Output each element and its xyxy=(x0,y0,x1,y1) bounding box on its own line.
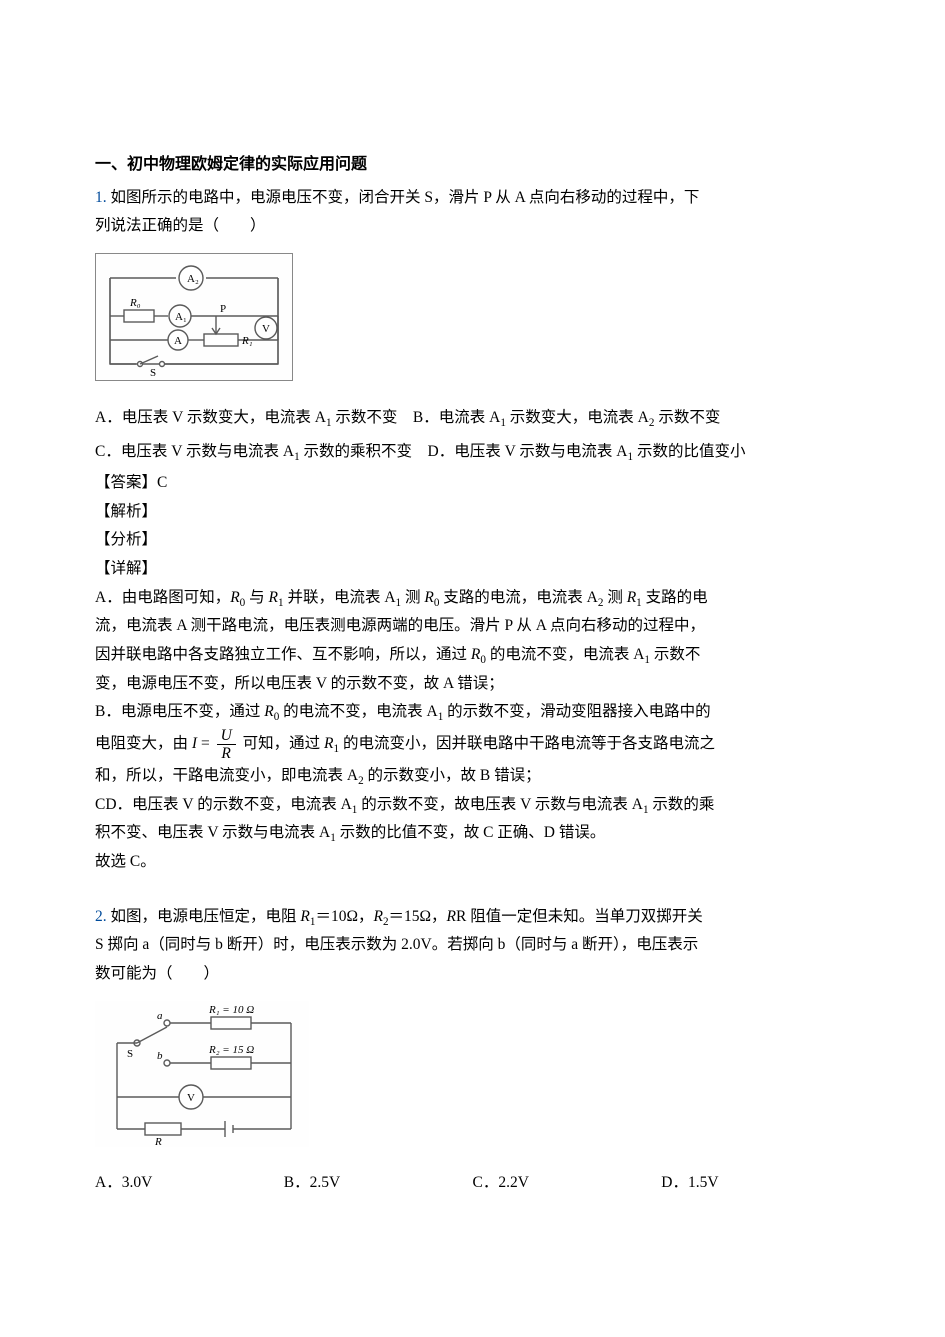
q1-analysis: 【解析】 xyxy=(95,498,850,527)
q1-detail-label: 【详解】 xyxy=(95,555,850,584)
q1-detail-CD-l1: CD．电压表 V 的示数不变，电流表 A1 的示数不变，故电压表 V 示数与电流… xyxy=(95,791,850,820)
label-R0: R₀ xyxy=(129,297,141,309)
label-P: P xyxy=(220,303,226,315)
q1-analysis2: 【分析】 xyxy=(95,526,850,555)
q2-option-A: A．3.0V xyxy=(95,1169,284,1198)
q2-options: A．3.0V B．2.5V C．2.2V D．1.5V xyxy=(95,1169,850,1198)
q2-number: 2. xyxy=(95,908,107,925)
label-b: b xyxy=(157,1050,163,1062)
label-R1: R₁ xyxy=(241,335,253,347)
q1-figure: A₂ R₀ A₁ P A R₁ V S xyxy=(95,253,850,392)
label-S2: S xyxy=(127,1048,133,1060)
q1-options: A．电压表 V 示数变大，电流表 A1 示数不变 B．电流表 A1 示数变大，电… xyxy=(95,404,850,433)
q1-detail-A-l1: A．由电路图可知，R0 与 R1 并联，电流表 A1 测 R0 支路的电流，电流… xyxy=(95,584,850,613)
label-S: S xyxy=(150,367,156,379)
q1-circuit-svg: A₂ R₀ A₁ P A R₁ V S xyxy=(96,254,292,380)
q1-stem-a: 如图所示的电路中，电源电压不变，闭合开关 S，滑片 P 从 A 点向右移动的过程… xyxy=(111,189,700,206)
q2-option-C: C．2.2V xyxy=(473,1169,662,1198)
label-A: A xyxy=(174,335,182,347)
spacer xyxy=(95,877,850,903)
label-A1: A₁ xyxy=(175,311,187,323)
q1-answer: 【答案】C xyxy=(95,469,850,498)
label-R1eq: R₁ = 10 Ω xyxy=(208,1004,254,1016)
q1-option-B: B．电流表 A1 示数变大，电流表 A2 示数不变 xyxy=(413,409,720,426)
q1-final: 故选 C。 xyxy=(95,848,850,877)
q2-stem-line2: S 掷向 a（同时与 b 断开）时，电压表示数为 2.0V。若掷向 b（同时与 … xyxy=(95,931,850,960)
q1-detail-A-l3: 因并联电路中各支路独立工作、互不影响，所以，通过 R0 的电流不变，电流表 A1… xyxy=(95,641,850,670)
label-R2eq: R₂ = 15 Ω xyxy=(208,1044,254,1056)
q1-options-row2: C．电压表 V 示数与电流表 A1 示数的乘积不变 D．电压表 V 示数与电流表… xyxy=(95,438,850,467)
q1-option-A: A．电压表 V 示数变大，电流表 A1 示数不变 xyxy=(95,409,401,426)
q1-detail-A-l2: 流，电流表 A 测干路电流，电压表测电源两端的电压。滑片 P 从 A 点向右移动… xyxy=(95,612,850,641)
q2-circuit-svg: a b S R₁ = 10 Ω R₂ = 15 Ω V R xyxy=(95,1001,309,1147)
q1-stem-line2: 列说法正确的是（ ） xyxy=(95,212,850,241)
label-V: V xyxy=(262,323,270,335)
q1-detail-B-l1: B．电源电压不变，通过 R0 的电流不变，电流表 A1 的示数不变，滑动变阻器接… xyxy=(95,698,850,727)
q2-option-B: B．2.5V xyxy=(284,1169,473,1198)
q1-detail-CD-l2: 积不变、电压表 V 示数与电流表 A1 示数的比值不变，故 C 正确、D 错误。 xyxy=(95,819,850,848)
q1-stem-line1: 1. 如图所示的电路中，电源电压不变，闭合开关 S，滑片 P 从 A 点向右移动… xyxy=(95,184,850,213)
q1-answer-block: 【答案】C 【解析】 【分析】 【详解】 A．由电路图可知，R0 与 R1 并联… xyxy=(95,469,850,877)
q2-option-D: D．1.5V xyxy=(661,1169,850,1198)
q1-option-C: C．电压表 V 示数与电流表 A1 示数的乘积不变 xyxy=(95,443,416,460)
section-heading: 一、初中物理欧姆定律的实际应用问题 xyxy=(95,150,850,180)
q1-detail-A-l4: 变，电源电压不变，所以电压表 V 的示数不变，故 A 错误； xyxy=(95,670,850,699)
label-a: a xyxy=(157,1010,163,1022)
q2-stem-line1: 2. 如图，电源电压恒定，电阻 R1＝10Ω，R2＝15Ω，RR 阻值一定但未知… xyxy=(95,903,850,932)
q1-number: 1. xyxy=(95,189,107,206)
q2-stem-line3: 数可能为（ ） xyxy=(95,960,850,989)
label-A2: A₂ xyxy=(187,273,199,285)
q1-option-D: D．电压表 V 示数与电流表 A1 示数的比值变小 xyxy=(428,443,746,460)
q1-detail-B-l2: 电阻变大，由 I = UR 可知，通过 R1 的电流变小，因并联电路中干路电流等… xyxy=(95,727,850,762)
label-R: R xyxy=(154,1136,162,1147)
document-page: 一、初中物理欧姆定律的实际应用问题 1. 如图所示的电路中，电源电压不变，闭合开… xyxy=(0,0,945,1337)
label-V2: V xyxy=(187,1092,195,1104)
q1-detail-B-l3: 和，所以，干路电流变小，即电流表 A2 的示数变小，故 B 错误； xyxy=(95,762,850,791)
q2-figure: a b S R₁ = 10 Ω R₂ = 15 Ω V R xyxy=(95,1001,850,1158)
